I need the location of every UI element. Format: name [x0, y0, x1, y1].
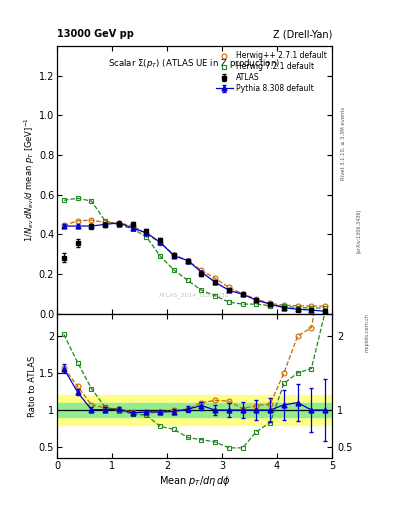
Herwig 7.2.1 default: [199, 287, 204, 293]
Y-axis label: Ratio to ATLAS: Ratio to ATLAS: [28, 355, 37, 417]
Herwig 7.2.1 default: [227, 299, 231, 305]
Herwig 7.2.1 default: [296, 305, 300, 311]
Herwig++ 2.7.1 default: [296, 303, 300, 309]
Herwig 7.2.1 default: [75, 195, 80, 201]
Herwig++ 2.7.1 default: [144, 231, 149, 237]
Text: Z (Drell-Yan): Z (Drell-Yan): [273, 29, 332, 39]
Herwig 7.2.1 default: [103, 218, 108, 224]
Herwig 7.2.1 default: [323, 305, 328, 311]
Text: [arXiv:1306.3436]: [arXiv:1306.3436]: [356, 208, 361, 252]
Text: mcplots.cern.ch: mcplots.cern.ch: [365, 313, 370, 352]
Herwig++ 2.7.1 default: [268, 300, 273, 306]
Legend: Herwig++ 2.7.1 default, Herwig 7.2.1 default, ATLAS, Pythia 8.308 default: Herwig++ 2.7.1 default, Herwig 7.2.1 def…: [215, 50, 328, 95]
X-axis label: Mean $p_T/d\eta\,d\phi$: Mean $p_T/d\eta\,d\phi$: [159, 474, 230, 488]
Herwig++ 2.7.1 default: [103, 219, 108, 225]
Herwig 7.2.1 default: [268, 303, 273, 309]
Herwig++ 2.7.1 default: [75, 218, 80, 224]
Herwig 7.2.1 default: [144, 233, 149, 240]
Herwig++ 2.7.1 default: [254, 296, 259, 303]
Herwig++ 2.7.1 default: [281, 302, 286, 308]
Herwig 7.2.1 default: [281, 303, 286, 309]
Herwig++ 2.7.1 default: [89, 217, 94, 223]
Herwig++ 2.7.1 default: [130, 223, 135, 229]
Herwig 7.2.1 default: [254, 301, 259, 307]
Herwig++ 2.7.1 default: [116, 220, 121, 226]
Y-axis label: $1/N_{ev}\,dN_{ev}/d$ mean $p_T$ [GeV]$^{-1}$: $1/N_{ev}\,dN_{ev}/d$ mean $p_T$ [GeV]$^…: [23, 117, 37, 242]
Herwig++ 2.7.1 default: [241, 291, 245, 297]
Herwig 7.2.1 default: [158, 253, 163, 259]
Text: Rivet 3.1.10, ≥ 3.3M events: Rivet 3.1.10, ≥ 3.3M events: [341, 106, 346, 180]
Herwig++ 2.7.1 default: [185, 258, 190, 264]
Bar: [57, 402, 332, 417]
Herwig 7.2.1 default: [213, 293, 218, 299]
Herwig 7.2.1 default: [185, 278, 190, 284]
Herwig++ 2.7.1 default: [158, 240, 163, 246]
Text: 13000 GeV pp: 13000 GeV pp: [57, 29, 134, 39]
Herwig 7.2.1 default: [61, 197, 66, 203]
Text: Scalar $\Sigma(p_T)$ (ATLAS UE in Z production): Scalar $\Sigma(p_T)$ (ATLAS UE in Z prod…: [108, 57, 281, 70]
Herwig 7.2.1 default: [89, 198, 94, 204]
Herwig++ 2.7.1 default: [323, 303, 328, 309]
Herwig++ 2.7.1 default: [227, 284, 231, 290]
Herwig 7.2.1 default: [309, 305, 314, 311]
Herwig++ 2.7.1 default: [309, 303, 314, 309]
Text: ATLAS_2014_I1306531: ATLAS_2014_I1306531: [159, 292, 230, 297]
Line: Herwig++ 2.7.1 default: Herwig++ 2.7.1 default: [61, 218, 328, 309]
Bar: [57, 395, 332, 425]
Herwig 7.2.1 default: [241, 301, 245, 307]
Line: Herwig 7.2.1 default: Herwig 7.2.1 default: [61, 196, 328, 310]
Herwig++ 2.7.1 default: [171, 251, 176, 258]
Herwig 7.2.1 default: [130, 226, 135, 232]
Herwig 7.2.1 default: [116, 222, 121, 228]
Herwig++ 2.7.1 default: [199, 267, 204, 273]
Herwig++ 2.7.1 default: [61, 222, 66, 228]
Herwig++ 2.7.1 default: [213, 275, 218, 282]
Herwig 7.2.1 default: [171, 267, 176, 273]
